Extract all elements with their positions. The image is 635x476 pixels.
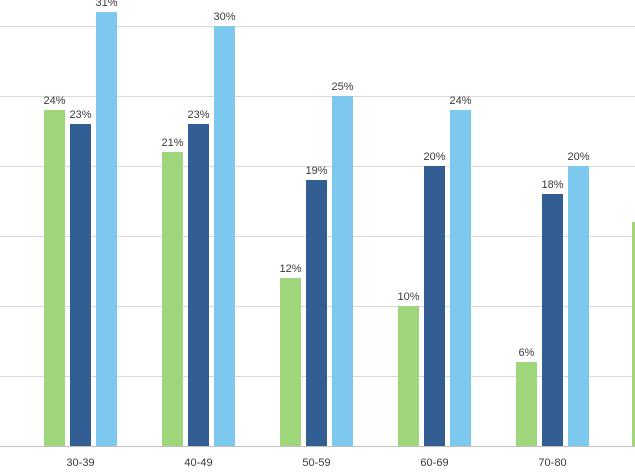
- bar-60-69-series-1: [398, 306, 419, 446]
- data-label: 23%: [187, 109, 209, 121]
- bar-50-59-series-3: [332, 96, 353, 446]
- bar-partial-next: [632, 222, 635, 446]
- bar-50-59-series-1: [280, 278, 301, 446]
- data-label: 24%: [43, 95, 65, 107]
- bar-60-69-series-2: [424, 166, 445, 446]
- data-label: 12%: [279, 263, 301, 275]
- data-label: 6%: [519, 347, 535, 359]
- data-label: 21%: [161, 137, 183, 149]
- x-tick-labels: 30-39 40-49 50-59 60-69 70-80: [66, 457, 566, 469]
- bar-50-59-series-2: [306, 180, 327, 446]
- x-tick-label: 40-49: [184, 457, 212, 469]
- data-label: 31%: [95, 0, 117, 9]
- bar-30-39-series-3: [96, 12, 117, 446]
- bar-30-39-series-1: [44, 110, 65, 446]
- bar-40-49-series-3: [214, 26, 235, 446]
- x-tick-label: 60-69: [420, 457, 448, 469]
- x-tick-label: 30-39: [66, 457, 94, 469]
- data-label: 20%: [423, 151, 445, 163]
- data-label: 30%: [213, 11, 235, 23]
- data-label: 10%: [397, 291, 419, 303]
- x-tick-label: 70-80: [538, 457, 566, 469]
- bar-40-49-series-1: [162, 152, 183, 446]
- bar-60-69-series-3: [450, 110, 471, 446]
- data-label: 24%: [449, 95, 471, 107]
- bar-70-80-series-3: [568, 166, 589, 446]
- bar-70-80-series-1: [516, 362, 537, 446]
- data-label: 18%: [541, 179, 563, 191]
- bars: [44, 12, 635, 446]
- bar-40-49-series-2: [188, 124, 209, 446]
- bar-70-80-series-2: [542, 194, 563, 446]
- x-tick-label: 50-59: [302, 457, 330, 469]
- data-label: 23%: [69, 109, 91, 121]
- data-label: 19%: [305, 165, 327, 177]
- bar-30-39-series-2: [70, 124, 91, 446]
- data-label: 20%: [567, 151, 589, 163]
- data-labels: 24% 23% 31% 21% 23% 30% 12% 19% 25% 10% 20% 24% 6% 18…: [43, 0, 589, 359]
- data-label: 25%: [331, 81, 353, 93]
